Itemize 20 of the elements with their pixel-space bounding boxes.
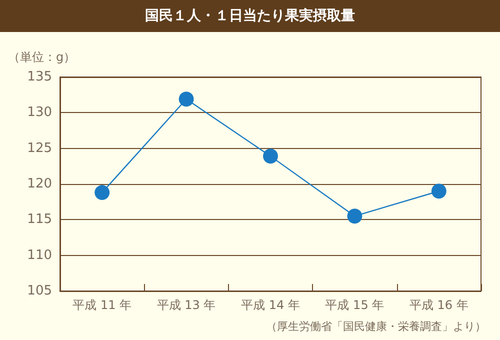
point xyxy=(94,185,110,200)
y-tick-label: 105 xyxy=(27,284,52,298)
chart-title: 国民１人・１日当たり果実摂取量 xyxy=(0,0,500,32)
y-tick-label: 110 xyxy=(27,248,52,263)
y-tick-label: 130 xyxy=(27,105,52,120)
x-tick-label: 平成 11 年 xyxy=(72,298,132,312)
x-tick-label: 平成 16 年 xyxy=(409,298,468,312)
point xyxy=(263,148,278,164)
point xyxy=(431,184,446,199)
y-axis-title: （単位：g） xyxy=(8,50,76,64)
x-tick-label: 平成 15 年 xyxy=(325,298,384,312)
y-tick-label: 135 xyxy=(27,70,52,84)
x-tick-label: 平成 14 年 xyxy=(241,298,300,312)
y-tick-label: 125 xyxy=(27,140,52,156)
point xyxy=(347,208,362,224)
point xyxy=(178,92,194,107)
y-tick-label: 120 xyxy=(27,176,52,192)
y-tick-label: 115 xyxy=(27,212,52,228)
text: （厚生労働省「国民健康・栄養調査」より） xyxy=(266,320,486,333)
x-tick-label: 平成 13 年 xyxy=(156,298,216,312)
